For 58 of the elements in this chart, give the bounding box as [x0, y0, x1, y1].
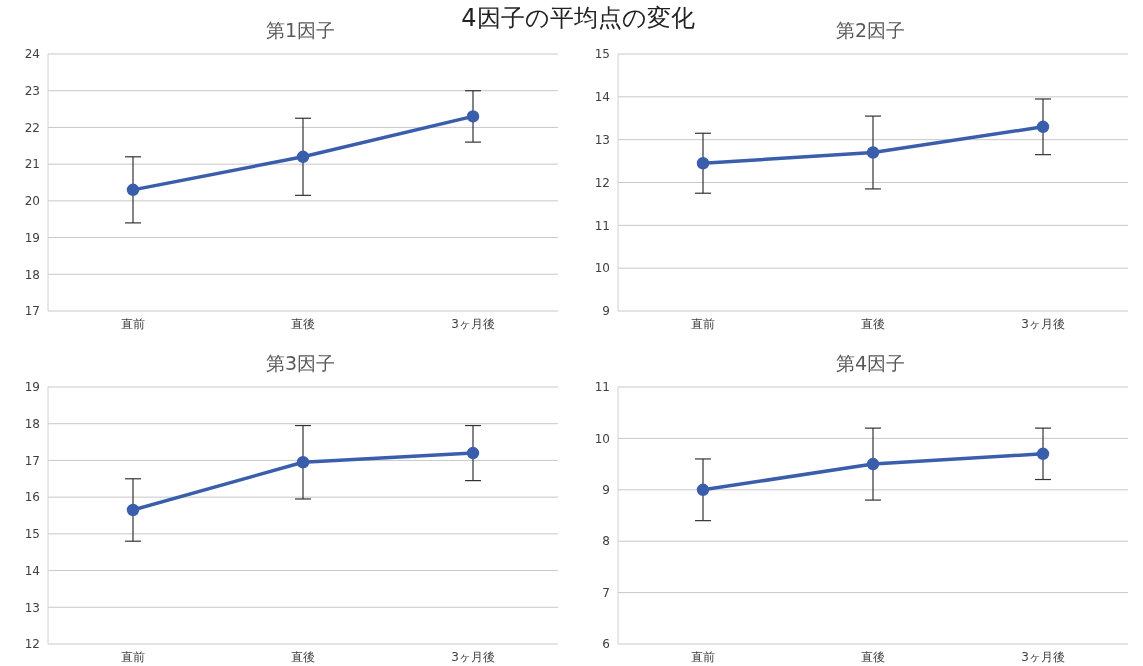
y-tick-label: 16 [24, 490, 40, 505]
point [126, 183, 140, 197]
x-tick-label: 3ヶ月後 [451, 316, 495, 331]
y-tick-label: 13 [594, 132, 610, 147]
y-tick-label: 11 [594, 380, 610, 395]
point [866, 457, 880, 471]
point [296, 456, 310, 469]
y-tick-label: 7 [602, 585, 610, 600]
y-tick-label: 9 [602, 483, 610, 498]
y-tick-label: 14 [24, 563, 40, 578]
y-tick-label: 8 [602, 534, 610, 549]
x-tick-label: 直前 [121, 316, 145, 331]
x-tick-label: 3ヶ月後 [1021, 316, 1065, 331]
y-tick-label: 11 [594, 218, 610, 233]
y-tick-label: 10 [594, 261, 610, 276]
x-tick-label: 直後 [291, 649, 315, 664]
x-tick-label: 3ヶ月後 [451, 649, 495, 664]
y-tick-label: 14 [594, 90, 610, 105]
x-tick-label: 直後 [861, 316, 885, 331]
point [296, 150, 310, 164]
y-tick-label: 19 [24, 380, 40, 395]
point [466, 446, 480, 460]
text: 4因子の平均点の変化 [460, 3, 696, 34]
point [696, 483, 710, 497]
x-tick-label: 直後 [291, 316, 315, 331]
y-tick-label: 18 [24, 416, 40, 431]
y-tick-label: 15 [594, 47, 610, 62]
chart-title: 第1因子 [265, 19, 336, 41]
y-tick-label: 18 [24, 267, 40, 282]
point [696, 156, 710, 170]
point [1036, 447, 1050, 461]
y-tick-label: 9 [602, 304, 610, 319]
y-tick-label: 20 [24, 194, 40, 209]
x-tick-label: 直後 [861, 649, 885, 664]
y-tick-label: 22 [24, 120, 40, 135]
chart-title: 第4因子 [834, 351, 907, 376]
y-tick-label: 12 [24, 637, 40, 652]
chart-title: 第3因子 [264, 351, 337, 376]
y-tick-label: 15 [24, 527, 40, 542]
x-tick-label: 直前 [691, 649, 715, 664]
y-tick-label: 10 [594, 431, 610, 446]
point [866, 146, 880, 159]
y-tick-label: 13 [24, 600, 40, 615]
point [126, 503, 140, 517]
y-tick-label: 19 [24, 230, 40, 245]
y-tick-label: 17 [24, 453, 40, 468]
y-tick-label: 24 [24, 47, 40, 62]
point [466, 110, 480, 123]
x-tick-label: 3ヶ月後 [1021, 649, 1065, 664]
y-tick-label: 21 [24, 157, 40, 172]
y-tick-label: 12 [594, 175, 610, 190]
chart-title: 第2因子 [835, 19, 906, 41]
x-tick-label: 直前 [691, 316, 715, 331]
y-tick-label: 17 [24, 304, 40, 319]
y-tick-label: 23 [24, 83, 40, 98]
x-tick-label: 直前 [121, 649, 145, 664]
point [1036, 120, 1050, 134]
y-tick-label: 6 [602, 637, 610, 652]
